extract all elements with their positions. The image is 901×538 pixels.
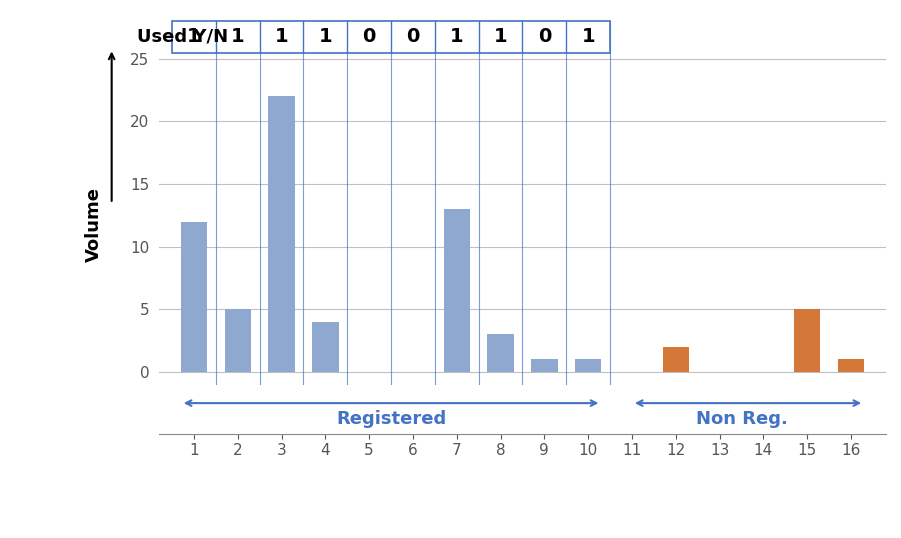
Bar xyxy=(224,309,250,372)
Text: 1: 1 xyxy=(581,27,595,46)
Bar xyxy=(662,347,689,372)
Text: 0: 0 xyxy=(538,27,551,46)
Bar xyxy=(532,359,558,372)
Bar xyxy=(838,359,864,372)
Text: 1: 1 xyxy=(231,27,244,46)
Bar xyxy=(443,209,470,372)
Text: Registered: Registered xyxy=(336,410,446,428)
Text: Used Y/N: Used Y/N xyxy=(137,28,228,46)
Text: Non Reg.: Non Reg. xyxy=(696,410,787,428)
Bar xyxy=(181,222,207,372)
Text: 0: 0 xyxy=(406,27,420,46)
Text: 1: 1 xyxy=(187,27,201,46)
Bar xyxy=(487,334,514,372)
Text: 1: 1 xyxy=(319,27,332,46)
Bar xyxy=(794,309,820,372)
Text: 1: 1 xyxy=(275,27,288,46)
Bar xyxy=(575,359,601,372)
Bar xyxy=(313,322,339,372)
FancyBboxPatch shape xyxy=(172,22,610,53)
Text: 0: 0 xyxy=(362,27,376,46)
Text: Volume: Volume xyxy=(85,187,103,262)
Text: 1: 1 xyxy=(494,27,507,46)
Text: 1: 1 xyxy=(450,27,464,46)
Bar xyxy=(268,96,295,372)
